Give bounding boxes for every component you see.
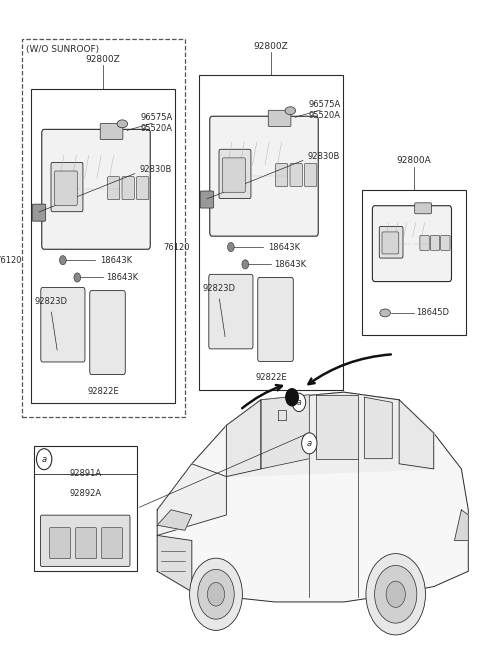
FancyBboxPatch shape (41, 287, 85, 362)
FancyBboxPatch shape (268, 110, 291, 127)
Circle shape (207, 583, 225, 606)
Ellipse shape (285, 107, 296, 115)
FancyBboxPatch shape (304, 163, 317, 186)
Text: 92830B: 92830B (307, 152, 339, 161)
FancyBboxPatch shape (223, 158, 245, 192)
Circle shape (386, 581, 405, 607)
FancyBboxPatch shape (51, 163, 83, 212)
Circle shape (301, 433, 317, 454)
Text: 92830B: 92830B (139, 165, 171, 174)
Circle shape (242, 260, 249, 269)
Text: 18643K: 18643K (106, 273, 138, 282)
Circle shape (198, 569, 234, 619)
Text: 76120: 76120 (163, 243, 190, 251)
Polygon shape (157, 464, 227, 535)
Text: 92823D: 92823D (34, 297, 67, 306)
FancyBboxPatch shape (210, 116, 318, 236)
Text: 18645D: 18645D (416, 308, 449, 318)
Circle shape (228, 243, 234, 252)
Polygon shape (227, 392, 434, 476)
Circle shape (190, 558, 242, 630)
FancyBboxPatch shape (379, 226, 403, 258)
Text: 96575A: 96575A (140, 113, 172, 121)
FancyBboxPatch shape (122, 176, 134, 199)
Ellipse shape (117, 120, 128, 128)
FancyBboxPatch shape (108, 176, 120, 199)
FancyBboxPatch shape (100, 123, 123, 140)
Text: 92891A: 92891A (69, 469, 101, 478)
Text: 92822E: 92822E (87, 386, 119, 396)
Polygon shape (261, 395, 309, 469)
Circle shape (286, 389, 298, 406)
Text: 96575A: 96575A (308, 100, 340, 108)
Text: 92800Z: 92800Z (254, 41, 288, 51)
FancyBboxPatch shape (102, 527, 122, 559)
Polygon shape (455, 510, 468, 541)
Bar (34, 446, 137, 571)
FancyBboxPatch shape (136, 176, 149, 199)
FancyBboxPatch shape (441, 236, 450, 251)
FancyBboxPatch shape (430, 236, 440, 251)
Circle shape (36, 449, 52, 470)
FancyBboxPatch shape (49, 527, 71, 559)
FancyBboxPatch shape (90, 291, 125, 375)
Circle shape (292, 393, 306, 411)
Text: 92892A: 92892A (69, 489, 101, 498)
FancyBboxPatch shape (258, 277, 293, 361)
Bar (22, 39, 185, 417)
FancyBboxPatch shape (276, 163, 288, 186)
Text: 92800Z: 92800Z (86, 54, 120, 64)
Polygon shape (227, 400, 261, 476)
Ellipse shape (380, 309, 390, 317)
Text: 95520A: 95520A (308, 111, 340, 120)
Text: 92800A: 92800A (396, 156, 432, 165)
Text: a: a (297, 398, 301, 407)
FancyBboxPatch shape (372, 206, 452, 281)
Polygon shape (157, 535, 192, 592)
Bar (362, 190, 466, 335)
FancyBboxPatch shape (219, 150, 251, 199)
Circle shape (74, 273, 81, 282)
Circle shape (366, 554, 425, 635)
FancyBboxPatch shape (40, 515, 130, 566)
FancyBboxPatch shape (209, 274, 253, 349)
FancyBboxPatch shape (75, 527, 96, 559)
Text: 18643K: 18643K (100, 256, 132, 264)
Circle shape (374, 565, 417, 623)
FancyBboxPatch shape (382, 232, 399, 254)
Polygon shape (157, 510, 192, 530)
FancyBboxPatch shape (200, 191, 214, 208)
Bar (31, 89, 175, 403)
FancyBboxPatch shape (290, 163, 302, 186)
Text: a: a (307, 439, 312, 448)
Polygon shape (316, 395, 358, 459)
Text: 18643K: 18643K (274, 260, 306, 269)
FancyBboxPatch shape (32, 204, 46, 221)
Polygon shape (399, 400, 434, 469)
FancyBboxPatch shape (415, 203, 432, 214)
FancyBboxPatch shape (55, 171, 77, 205)
Circle shape (60, 256, 66, 265)
FancyBboxPatch shape (42, 129, 150, 249)
Text: (W/O SUNROOF): (W/O SUNROOF) (26, 45, 99, 54)
Text: a: a (42, 455, 47, 464)
Polygon shape (365, 398, 392, 459)
Polygon shape (157, 392, 468, 602)
Text: 76120: 76120 (0, 256, 22, 264)
Text: 92823D: 92823D (202, 283, 235, 293)
Text: 18643K: 18643K (268, 243, 300, 251)
Bar (199, 75, 343, 390)
Text: 92822E: 92822E (255, 373, 287, 382)
Text: 95520A: 95520A (140, 124, 172, 133)
FancyBboxPatch shape (420, 236, 429, 251)
